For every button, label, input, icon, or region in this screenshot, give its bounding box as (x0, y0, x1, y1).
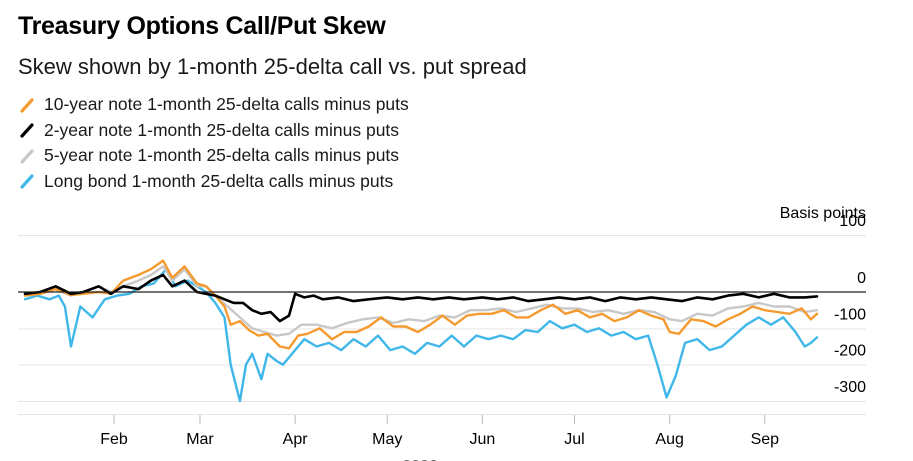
series-line-10-year (23, 259, 819, 350)
legend-item-2-year: 2-year note 1-month 25-delta calls minus… (18, 118, 409, 144)
legend-swatch-2-year (20, 123, 34, 138)
legend-swatch-10-year (20, 98, 34, 113)
x-axis-label: 2026 (402, 458, 438, 461)
y-axis-label: Basis points (780, 205, 866, 222)
chart-subtitle: Skew shown by 1-month 25-delta call vs. … (18, 54, 527, 79)
legend-label-2-year: 2-year note 1-month 25-delta calls minus… (44, 119, 400, 140)
y-axis: 100 0 -100 -200 -300 (834, 213, 866, 396)
x-tick-label: Mar (186, 431, 214, 448)
x-tick-label: Jun (469, 431, 495, 448)
x-tick-label: Feb (100, 431, 128, 448)
legend-swatch-5-year (20, 149, 34, 164)
y-tick-label: -300 (834, 379, 866, 396)
x-tick-label: Aug (655, 431, 683, 448)
legend-item-5-year: 5-year note 1-month 25-delta calls minus… (18, 143, 409, 169)
x-tick-label: Jul (564, 431, 584, 448)
legend-label-10-year: 10-year note 1-month 25-delta calls minu… (44, 94, 409, 115)
chart-title: Treasury Options Call/Put Skew (18, 12, 386, 40)
x-tick-label: May (372, 431, 402, 448)
series-line-long-bond (23, 268, 819, 403)
x-tick-label: Sep (751, 431, 780, 448)
y-tick-label: 0 (857, 270, 866, 287)
x-axis: Feb Mar Apr May Jun Jul Aug Sep (100, 415, 779, 448)
legend-swatch-long-bond (20, 174, 34, 189)
series-line-5-year (23, 265, 819, 337)
legend-item-10-year: 10-year note 1-month 25-delta calls minu… (18, 92, 409, 118)
legend-label-long-bond: Long bond 1-month 25-delta calls minus p… (44, 170, 394, 191)
x-tick-label: Apr (283, 431, 309, 448)
legend: 10-year note 1-month 25-delta calls minu… (18, 92, 409, 194)
series-line-2-year (23, 273, 819, 323)
legend-item-long-bond: Long bond 1-month 25-delta calls minus p… (18, 169, 409, 195)
series-lines (23, 259, 819, 403)
grid (18, 235, 866, 415)
legend-label-5-year: 5-year note 1-month 25-delta calls minus… (44, 145, 400, 166)
y-tick-label: -100 (834, 306, 866, 323)
y-tick-label: 100 (839, 213, 866, 230)
y-tick-label: -200 (834, 343, 866, 360)
